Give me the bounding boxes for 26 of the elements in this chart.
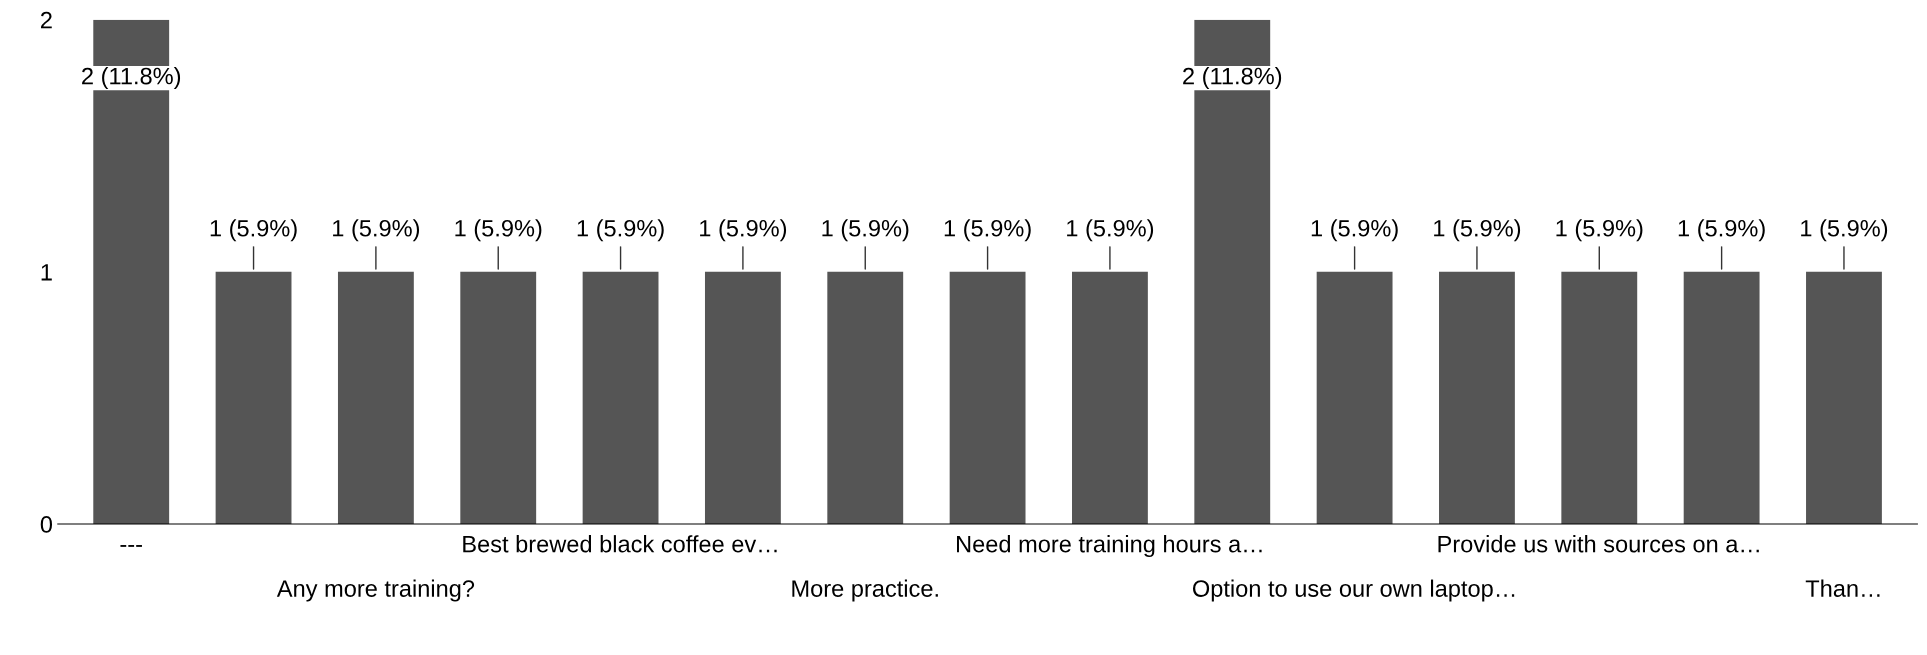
data-label: 1 (5.9%)	[455, 219, 542, 242]
x-tick-label: More practice.	[792, 579, 938, 602]
data-label: 1 (5.9%)	[822, 219, 909, 242]
x-tick-label: Best brewed black coffee ev…	[463, 535, 777, 553]
data-label: 1 (5.9%)	[1801, 219, 1888, 242]
data-label: 1 (5.9%)	[944, 219, 1031, 242]
data-label: 1 (5.9%)	[1311, 219, 1398, 242]
data-label: 2 (11.8%)	[82, 67, 181, 90]
data-label: 1 (5.9%)	[700, 219, 787, 242]
data-label: 1 (5.9%)	[333, 219, 420, 242]
data-label: 1 (5.9%)	[1434, 219, 1521, 242]
x-tick-label: ---	[120, 545, 142, 547]
x-tick-label: Option to use our own laptop…	[1192, 579, 1515, 602]
x-tick-label: Need more training hours a…	[957, 535, 1262, 558]
y-tick-label: 2	[41, 11, 52, 29]
x-tick-label: Any more training?	[276, 579, 475, 602]
data-label: 1 (5.9%)	[577, 219, 664, 242]
x-tick-label: Than…	[1805, 579, 1880, 597]
data-label: 1 (5.9%)	[210, 219, 297, 242]
data-label: 1 (5.9%)	[1067, 219, 1154, 242]
y-tick-label: 1	[41, 264, 52, 281]
data-label: 1 (5.9%)	[1678, 219, 1765, 242]
data-label: 2 (11.8%)	[1183, 67, 1282, 90]
x-tick-label: Provide us with sources on a…	[1438, 535, 1759, 553]
data-label: 1 (5.9%)	[1556, 219, 1643, 242]
y-tick-label: 0	[40, 516, 53, 533]
